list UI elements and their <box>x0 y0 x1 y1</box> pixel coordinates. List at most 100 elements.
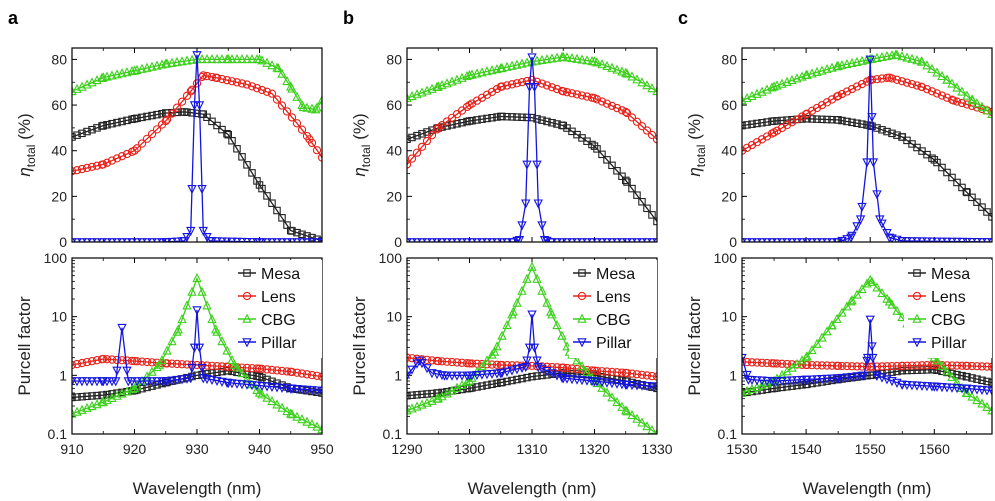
series-lens-point <box>272 95 282 104</box>
series-pillar <box>407 310 657 392</box>
series-pillar-point <box>802 238 812 242</box>
y-tick-label: 1 <box>59 367 67 383</box>
series-lens-point <box>137 357 147 366</box>
series-cbg-point <box>902 52 912 62</box>
series-lens-point <box>262 87 272 96</box>
series-pillar <box>742 55 992 242</box>
series-pillar-point <box>272 383 282 393</box>
series-lens-point <box>949 96 958 105</box>
series-cbg-point <box>237 54 247 64</box>
y-tick-label: 100 <box>44 250 68 266</box>
series-pillar-point <box>87 238 97 242</box>
series-lens-point <box>192 79 202 88</box>
series-pillar-point <box>297 238 307 242</box>
series-cbg-point <box>872 52 882 62</box>
series-cbg-point <box>98 396 108 406</box>
series-mesa-point <box>543 117 551 126</box>
series-pillar-point <box>297 385 307 395</box>
series-mesa-point <box>418 130 426 138</box>
series-lens-point <box>542 81 552 90</box>
series-lens-point <box>637 370 647 379</box>
series-pillar-point <box>865 315 875 325</box>
series-pillar-point <box>767 238 777 242</box>
series-lens-point <box>957 98 967 108</box>
series-lens-point <box>442 357 452 366</box>
series-lens-point <box>917 361 927 370</box>
series-mesa-point <box>213 368 221 377</box>
series-mesa-point <box>103 390 111 399</box>
series-cbg-point <box>172 56 182 67</box>
y-tick-label: 1 <box>394 367 402 383</box>
series-pillar-point <box>112 238 122 242</box>
series-lens-point <box>642 371 652 380</box>
series-pillar-point <box>417 238 427 242</box>
series-cbg-point <box>162 345 172 355</box>
series-pillar-point <box>147 238 157 242</box>
series-pillar-point <box>527 310 537 320</box>
series-pillar-point <box>508 238 518 242</box>
series-cbg-point <box>482 355 492 365</box>
series-lens-point <box>107 156 117 165</box>
series-lens-point <box>502 81 512 90</box>
series-mesa-point <box>933 158 941 167</box>
plot-frame <box>71 47 323 243</box>
series-lens-point <box>592 366 602 376</box>
series-pillar-point <box>867 113 877 123</box>
series-cbg-point <box>852 289 862 299</box>
series-cbg-point <box>312 102 322 112</box>
series-lens-point <box>257 364 267 374</box>
series-lens-point <box>932 89 942 98</box>
series-lens-point <box>617 368 627 377</box>
series-cbg-point <box>137 63 147 73</box>
series-pillar-point <box>597 378 607 388</box>
series-lens-point <box>262 365 272 374</box>
series-cbg-point <box>872 282 882 292</box>
series-cbg-point <box>812 338 822 348</box>
series-mesa-point <box>483 381 491 389</box>
series-mesa-point <box>208 117 216 126</box>
legend-marker-cbg-point <box>242 313 252 323</box>
series-lens-point <box>917 82 927 92</box>
series-pillar-point <box>822 238 832 242</box>
series-cbg-point <box>282 405 292 416</box>
series-pillar-point <box>212 376 222 386</box>
series-mesa-point <box>523 373 531 382</box>
series-mesa-point <box>593 145 601 153</box>
series-mesa-point <box>883 127 891 136</box>
series-pillar-point <box>872 190 882 200</box>
series-lens-point <box>492 360 502 369</box>
series-pillar-point <box>855 215 866 225</box>
y-tick-label: 60 <box>721 97 737 113</box>
series-pillar-point <box>262 382 272 392</box>
series-line-lens <box>72 74 322 172</box>
series-pillar-point <box>512 365 522 375</box>
series-lens-point <box>282 107 292 116</box>
series-cbg-point <box>197 286 207 296</box>
series-cbg-point <box>312 421 322 431</box>
series-mesa-point <box>943 168 951 177</box>
series-lens-point <box>257 85 267 95</box>
series-lens-point <box>212 361 222 371</box>
series-mesa-point <box>888 368 896 376</box>
series-cbg-point <box>617 401 627 411</box>
series-pillar-point <box>862 353 873 364</box>
series-pillar-point <box>72 238 82 242</box>
series-cbg-point <box>621 405 631 415</box>
series-pillar-point <box>447 238 457 242</box>
series-lens-point <box>602 367 612 376</box>
legend-label-mesa: Mesa <box>931 266 970 283</box>
series-pillar-point <box>127 377 137 387</box>
series-pillar-point <box>752 238 762 242</box>
series-cbg-point <box>827 320 837 330</box>
series-lens-point <box>112 154 122 163</box>
panel-label-c: c <box>678 8 688 28</box>
legend-label-pillar: Pillar <box>261 335 297 352</box>
series-mesa-point <box>183 108 191 116</box>
series-pillar-point <box>772 377 782 387</box>
series-cbg-point <box>512 297 522 307</box>
series-cbg-point <box>547 309 557 319</box>
series-pillar-point <box>522 356 532 366</box>
series-lens-point <box>242 363 252 373</box>
series-cbg-point <box>627 409 637 420</box>
series-pillar-point <box>437 238 447 242</box>
